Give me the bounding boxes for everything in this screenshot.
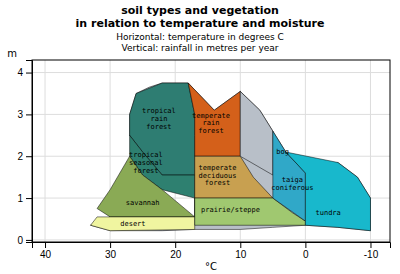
chart: soil types and vegetationin relation to … <box>0 0 400 274</box>
tick-label: 4 <box>17 67 23 78</box>
tick: 3 <box>17 109 32 120</box>
tick: 4 <box>17 67 32 78</box>
y-axis-label: m <box>7 48 17 59</box>
grid-line <box>32 239 390 240</box>
tick-label: 30 <box>105 249 117 260</box>
axis-line <box>26 61 33 243</box>
tick: 40 <box>40 242 52 260</box>
tick: 0 <box>17 235 32 246</box>
region <box>240 91 273 175</box>
plot-frame <box>32 60 390 242</box>
regions <box>91 83 371 231</box>
grid <box>32 60 390 242</box>
axis-line <box>33 243 391 249</box>
tick: 1 <box>17 193 32 204</box>
region <box>188 83 240 156</box>
tick-mark <box>370 242 371 248</box>
tick-mark <box>26 198 32 199</box>
region-label: bog <box>276 148 289 156</box>
tick-mark <box>240 242 241 248</box>
tick: 20 <box>170 242 182 260</box>
tick-label: 10 <box>235 249 247 260</box>
tick-label: -10 <box>364 249 379 260</box>
tick-label: 1 <box>17 193 23 204</box>
region <box>130 83 195 175</box>
region-label: tundra <box>316 209 341 217</box>
tick: 0 <box>303 242 309 260</box>
region-label: tropicalrainforest <box>142 107 176 130</box>
tick-mark <box>175 242 176 248</box>
tick-label: 20 <box>170 249 182 260</box>
region-label: prairie/steppe <box>201 206 260 214</box>
title: soil types and vegetation <box>121 4 279 17</box>
grid-line <box>32 72 390 73</box>
subtitle: Vertical: rainfall in metres per year <box>122 43 279 53</box>
region-label: temperaterainforest <box>192 112 230 135</box>
tick: 10 <box>235 242 247 260</box>
tick-mark <box>26 240 32 241</box>
region-labels: tropicalrainforest tropicalseasonalforest… <box>120 107 341 228</box>
tick-mark <box>26 73 32 74</box>
tick-label: 40 <box>40 249 52 260</box>
tick-mark <box>110 242 111 248</box>
tick-mark <box>26 156 32 157</box>
tick-label: 0 <box>17 235 23 246</box>
tick-label: 2 <box>17 151 23 162</box>
region <box>97 156 195 217</box>
tick-mark <box>305 242 306 248</box>
y-axis: 0 1 2 3 4 <box>17 61 32 246</box>
region-label: desert <box>120 220 145 228</box>
region <box>91 217 195 231</box>
plot: 403020100-1001234tropicalrainforesttropi… <box>17 60 390 260</box>
title: in relation to temperature and moisture <box>76 17 325 30</box>
tick-label: 3 <box>17 109 23 120</box>
grid-line <box>45 60 46 242</box>
tick-mark <box>45 242 46 248</box>
x-axis: 40 30 20 10 0 -10 <box>33 242 391 260</box>
region-label: temperatedeciduousforest <box>199 164 237 187</box>
region-label: savannah <box>126 199 160 207</box>
tick: 30 <box>105 242 117 260</box>
tick-label: 0 <box>303 249 309 260</box>
subtitle: Horizontal: temperature in degrees C <box>116 32 284 42</box>
region-label: taigaconiferous <box>271 176 313 192</box>
region-label: tropicalseasonalforest <box>129 151 163 174</box>
tick: -10 <box>364 242 379 260</box>
x-axis-label: °C <box>205 261 217 272</box>
tick-mark <box>26 114 32 115</box>
tick: 2 <box>17 151 32 162</box>
region <box>91 83 371 231</box>
region <box>273 131 306 221</box>
